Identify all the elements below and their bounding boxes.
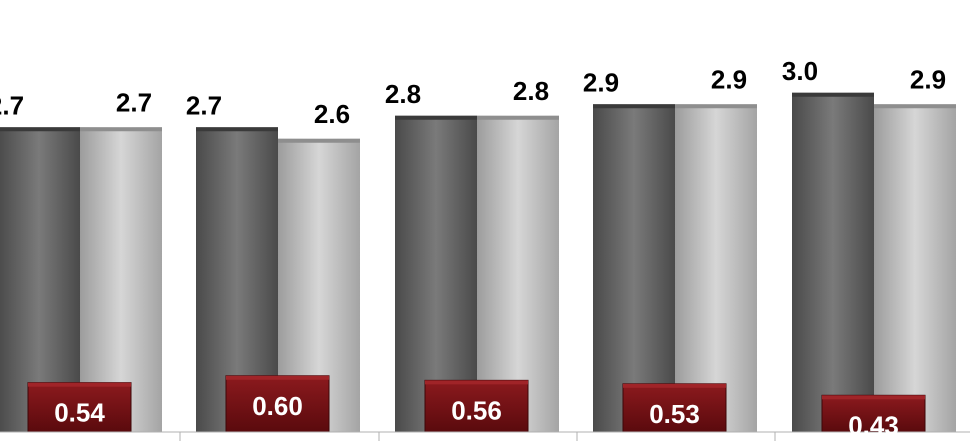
data-label-series-2: 2.6	[314, 99, 350, 129]
bar-series-2-cap	[675, 104, 757, 108]
bar-series-1-cap	[593, 104, 675, 108]
data-label-series-3: 0.60	[252, 391, 303, 421]
bar-series-1-cap	[395, 116, 477, 120]
bar-series-2-cap	[874, 104, 956, 108]
data-label-series-3: 0.56	[451, 395, 502, 425]
bar-series-3-cap	[425, 380, 528, 384]
data-label-series-2: 2.7	[116, 87, 152, 117]
bar-series-3-cap	[822, 395, 925, 399]
data-label-series-2: 2.9	[910, 64, 946, 94]
data-label-series-3: 0.54	[54, 398, 105, 428]
data-label-series-2: 2.8	[513, 76, 549, 106]
bar-series-2-cap	[80, 127, 162, 131]
bar-series-1	[593, 104, 675, 432]
axis-layer	[0, 432, 970, 441]
bars-layer	[0, 93, 956, 432]
data-label-series-1: 3.0	[782, 56, 818, 86]
bar-series-3-cap	[226, 376, 329, 380]
data-label-series-2: 2.9	[711, 64, 747, 94]
data-label-series-1: 2.9	[583, 67, 619, 97]
bar-series-3-cap	[623, 384, 726, 388]
bar-series-1	[792, 93, 874, 432]
data-label-series-3: 0.53	[649, 399, 700, 429]
bar-series-1-cap	[792, 93, 874, 97]
bar-series-2-cap	[477, 116, 559, 120]
bar-series-3-cap	[28, 383, 131, 387]
bar-series-2	[675, 104, 757, 432]
bar-series-1-cap	[0, 127, 80, 131]
bar-series-2-cap	[278, 139, 360, 143]
data-label-series-1: 2.8	[385, 79, 421, 109]
bar-series-1-cap	[196, 127, 278, 131]
data-label-series-1: 2.7	[186, 90, 222, 120]
bar-series-2	[874, 104, 956, 432]
data-label-series-3: 0.43	[848, 410, 899, 440]
data-label-series-1: 2.7	[0, 90, 24, 120]
